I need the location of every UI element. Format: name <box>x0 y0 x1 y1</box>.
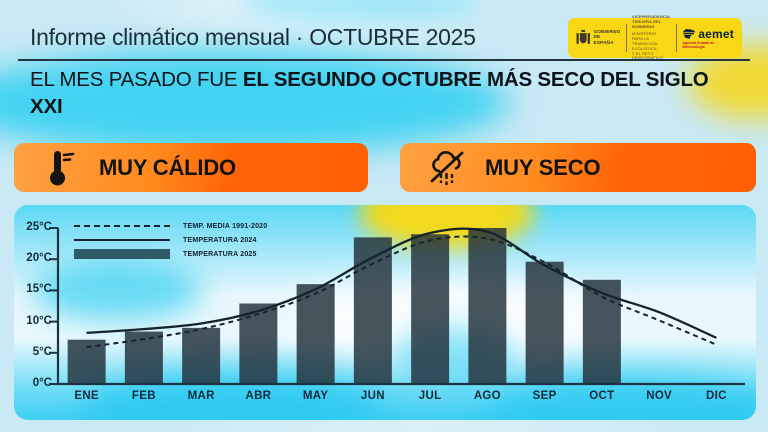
page-title: Informe climático mensual · OCTUBRE 2025 <box>30 24 476 50</box>
legend-item: TEMP. MEDIA 1991-2020 <box>74 221 267 231</box>
headline: EL MES PASADO FUE EL SEGUNDO OCTUBRE MÁS… <box>30 66 736 120</box>
aemet-logo: aemet Agencia Estatal de Meteorología <box>682 28 734 49</box>
chart-bar <box>124 331 163 384</box>
chart-bar <box>353 237 392 384</box>
ministry-vp-line2: TERCERA DEL GOBIERNO <box>631 18 662 29</box>
thermometer-icon <box>41 149 83 187</box>
month-label: OCT <box>589 390 615 402</box>
badge-label: MUY SECO <box>485 154 601 180</box>
y-tick-label: 0°C <box>32 377 52 389</box>
legend-label: TEMP. MEDIA 1991-2020 <box>183 222 268 230</box>
no-rain-icon <box>427 149 469 187</box>
chart-canvas <box>49 227 745 386</box>
y-tick-label: 5°C <box>32 345 52 358</box>
background-blob <box>240 0 480 22</box>
y-tick-label: 20°C <box>26 252 52 265</box>
chart-bar <box>411 234 450 384</box>
month-label: ENE <box>74 390 99 402</box>
badge-muy-calido: MUY CÁLIDO <box>14 143 368 192</box>
month-label: ABR <box>245 390 272 402</box>
avg-temp-line <box>86 235 717 349</box>
ministry-line3: Y EL RETO DEMOGRÁFICO <box>631 50 664 61</box>
chart-bar <box>525 261 564 384</box>
ministry-label: VICEPRESIDENCIA TERCERA DEL GOBIERNO MIN… <box>631 13 671 61</box>
gobierno-line2: DE ESPAÑA <box>593 35 614 46</box>
month-label: DIC <box>706 390 727 402</box>
bar-swatch <box>74 249 170 259</box>
header-divider <box>18 59 750 62</box>
month-label: MAY <box>302 390 329 402</box>
temp-2024-line <box>86 227 717 339</box>
legend-label: TEMPERATURA 2025 <box>183 250 257 258</box>
logo-box: GOBIERNO DE ESPAÑA VICEPRESIDENCIA TERCE… <box>568 13 742 61</box>
chart-bar <box>582 279 621 384</box>
ministry-vp-line1: VICEPRESIDENCIA <box>631 13 671 19</box>
solid-line-swatch <box>74 239 170 241</box>
gobierno-label: GOBIERNO DE ESPAÑA <box>593 30 620 47</box>
month-label: FEB <box>131 390 156 402</box>
chart-panel: 0°C 5°C 10°C 15°C 20°C 25°C ENE FEB MAR ABR MAY JU… <box>14 205 756 420</box>
month-label: AGO <box>473 390 501 402</box>
y-tick-label: 10°C <box>26 314 52 327</box>
chart-legend: TEMP. MEDIA 1991-2020 TEMPERATURA 2024 T… <box>74 221 267 259</box>
headline-prefix: EL MES PASADO FUE <box>30 68 243 91</box>
month-label: JUN <box>360 390 385 402</box>
chart-bar <box>296 284 335 384</box>
badge-muy-seco: MUY SECO <box>400 143 756 192</box>
gobierno-logo: GOBIERNO DE ESPAÑA <box>576 29 621 47</box>
ministry-line2: PARA LA TRANSICIÓN ECOLÓGICA <box>631 36 658 51</box>
chart-bar <box>468 228 507 384</box>
legend-label: TEMPERATURA 2024 <box>183 236 257 244</box>
spain-map-icon <box>683 28 696 39</box>
headline-emphasis: EL SEGUNDO OCTUBRE MÁS SECO DEL SIGLO XX… <box>30 68 709 118</box>
month-label: JUL <box>418 390 442 402</box>
month-label: SEP <box>532 390 557 402</box>
y-tick-label: 25°C <box>26 221 52 233</box>
ministry-line1: MINISTERIO <box>631 31 657 37</box>
legend-item: TEMPERATURA 2025 <box>74 249 267 259</box>
chart-bar <box>182 327 221 384</box>
aemet-subtitle: Agencia Estatal de Meteorología <box>682 40 715 49</box>
gobierno-line1: GOBIERNO <box>593 29 621 35</box>
logo-separator <box>625 24 627 52</box>
dashed-line-swatch <box>74 225 170 227</box>
aemet-wordmark: aemet <box>698 26 734 41</box>
badge-label: MUY CÁLIDO <box>99 154 236 180</box>
spain-coat-of-arms-icon <box>576 29 590 44</box>
logo-separator <box>676 24 678 52</box>
month-label: NOV <box>646 390 673 402</box>
month-label: MAR <box>187 390 215 402</box>
legend-item: TEMPERATURA 2024 <box>74 235 267 245</box>
y-tick-label: 15°C <box>26 283 52 296</box>
